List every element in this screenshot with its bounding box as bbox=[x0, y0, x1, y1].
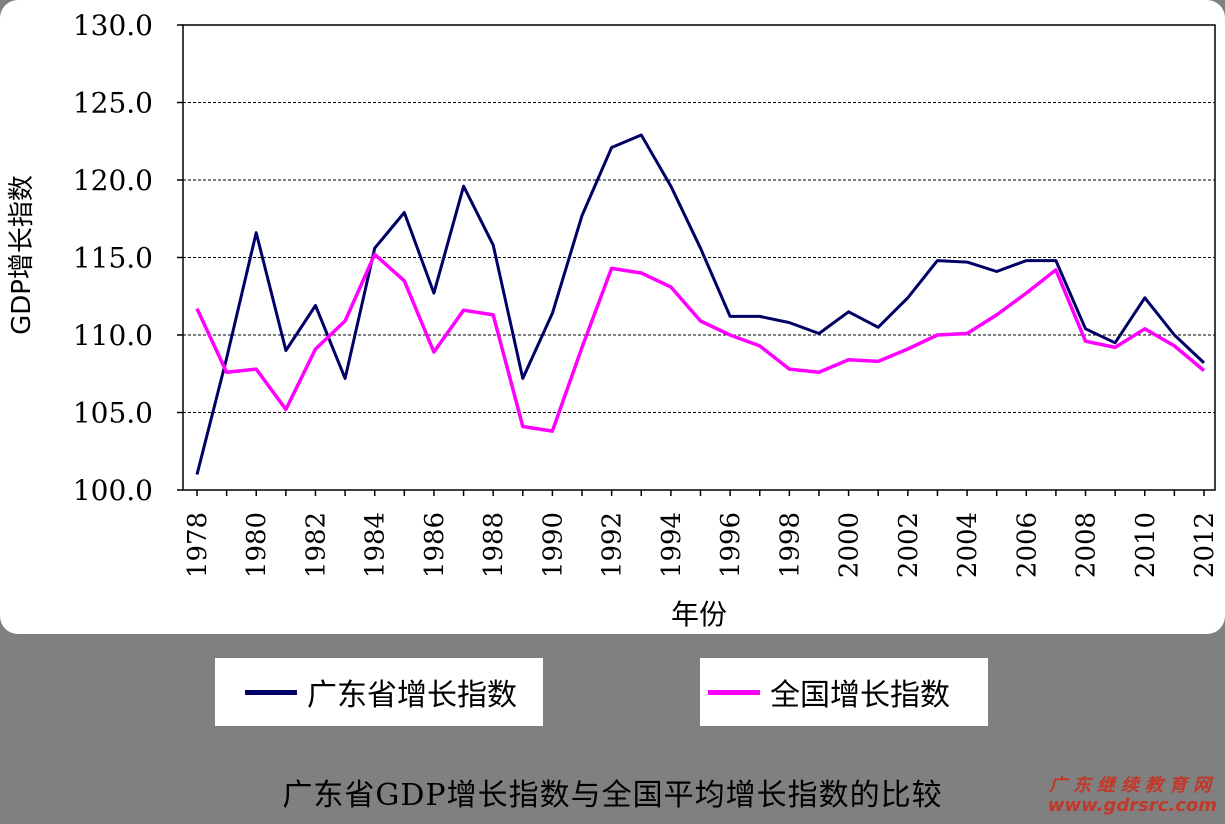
legend-item-guangdong: 广东省增长指数 bbox=[215, 658, 543, 726]
x-tick-label: 2008 bbox=[1072, 512, 1102, 578]
x-tick-label: 1980 bbox=[242, 512, 272, 578]
x-tick-label: 2004 bbox=[953, 512, 983, 578]
x-tick-label: 1992 bbox=[598, 512, 628, 578]
x-axis-label: 年份 bbox=[671, 598, 727, 631]
series-lines bbox=[195, 133, 1206, 475]
x-tick-label: 1994 bbox=[657, 512, 687, 578]
y-tick-label: 120.0 bbox=[73, 164, 153, 197]
series-line-guangdong bbox=[195, 133, 1206, 475]
chart-panel bbox=[0, 0, 1225, 634]
watermark-url: www.gdrsrc.com bbox=[1047, 794, 1217, 816]
x-tick-label: 2010 bbox=[1131, 512, 1161, 578]
legend-swatch-guangdong bbox=[245, 689, 297, 695]
legend-swatch-national bbox=[708, 689, 760, 695]
tick-labels: 100.0 105.0 110.0 115.0 120.0 125.0 130.0 1978 1… bbox=[73, 9, 1220, 578]
watermark: 广东继续教育网 www.gdrsrc.com bbox=[1048, 776, 1217, 816]
x-tick-label: 1986 bbox=[420, 512, 450, 578]
x-tick-label: 2000 bbox=[835, 512, 865, 578]
y-tick-label: 130.0 bbox=[73, 9, 153, 42]
y-tick-label: 105.0 bbox=[73, 397, 153, 430]
figure-caption: 广东省GDP增长指数与全国平均增长指数的比较 bbox=[282, 778, 943, 813]
x-tick-label: 1998 bbox=[775, 512, 805, 578]
x-tick-label: 1990 bbox=[538, 512, 568, 578]
x-tick-label: 1978 bbox=[183, 512, 213, 578]
y-tick-label: 100.0 bbox=[73, 474, 153, 507]
legend-label-guangdong: 广东省增长指数 bbox=[307, 678, 517, 713]
y-axis-label: GDP增长指数 bbox=[7, 175, 37, 335]
x-tick-label: 1988 bbox=[479, 512, 509, 578]
legend-label-national: 全国增长指数 bbox=[770, 678, 950, 713]
x-tick-label: 2012 bbox=[1190, 512, 1220, 578]
y-tick-label: 115.0 bbox=[73, 242, 153, 275]
gridlines bbox=[183, 102, 1215, 413]
x-tick-label: 1984 bbox=[361, 512, 391, 578]
line-chart: 100.0 105.0 110.0 115.0 120.0 125.0 130.0 1978 1… bbox=[7, 9, 1220, 631]
legend-item-national: 全国增长指数 bbox=[700, 658, 988, 726]
series-line-national bbox=[195, 252, 1206, 433]
y-tick-label: 125.0 bbox=[73, 87, 153, 120]
x-tick-label: 2002 bbox=[894, 512, 924, 578]
x-tick-label: 1982 bbox=[301, 512, 331, 578]
axes bbox=[177, 24, 1216, 496]
watermark-name: 广东继续教育网 bbox=[1049, 775, 1217, 796]
x-tick-label: 2006 bbox=[1012, 512, 1042, 578]
y-tick-label: 110.0 bbox=[73, 319, 153, 352]
x-tick-label: 1996 bbox=[716, 512, 746, 578]
